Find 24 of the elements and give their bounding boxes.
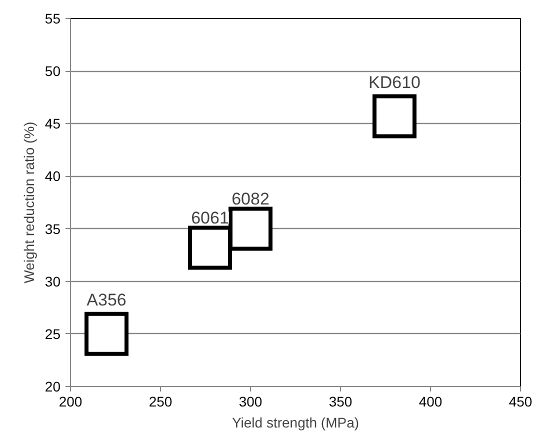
y-tick-label: 35 <box>44 220 61 237</box>
x-tick-label: 400 <box>418 394 442 410</box>
y-axis-title: Weight reduction ratio (%) <box>20 122 37 284</box>
y-tick-label: 50 <box>44 63 61 80</box>
y-tick-label: 25 <box>44 326 61 342</box>
x-tick-label: 450 <box>508 394 532 410</box>
series-label: A356 <box>86 290 126 310</box>
y-tick-label: 45 <box>44 116 61 132</box>
y-tick-label: 55 <box>44 10 61 26</box>
x-axis-title: Yield strength (MPa) <box>232 414 360 430</box>
y-tick-label: 30 <box>44 273 61 290</box>
point <box>188 226 232 270</box>
y-tick-label: 20 <box>44 378 61 394</box>
point <box>84 312 128 356</box>
series-label: 6061 <box>191 208 229 228</box>
point <box>228 206 272 251</box>
x-tick-label: 200 <box>58 394 82 410</box>
x-tick-label: 250 <box>148 394 172 410</box>
series-label: KD610 <box>368 73 420 92</box>
series-label: 6082 <box>232 190 270 209</box>
y-tick-label: 40 <box>44 168 61 184</box>
point <box>372 94 416 138</box>
x-tick-label: 300 <box>238 394 262 410</box>
x-tick-label: 350 <box>328 394 352 410</box>
